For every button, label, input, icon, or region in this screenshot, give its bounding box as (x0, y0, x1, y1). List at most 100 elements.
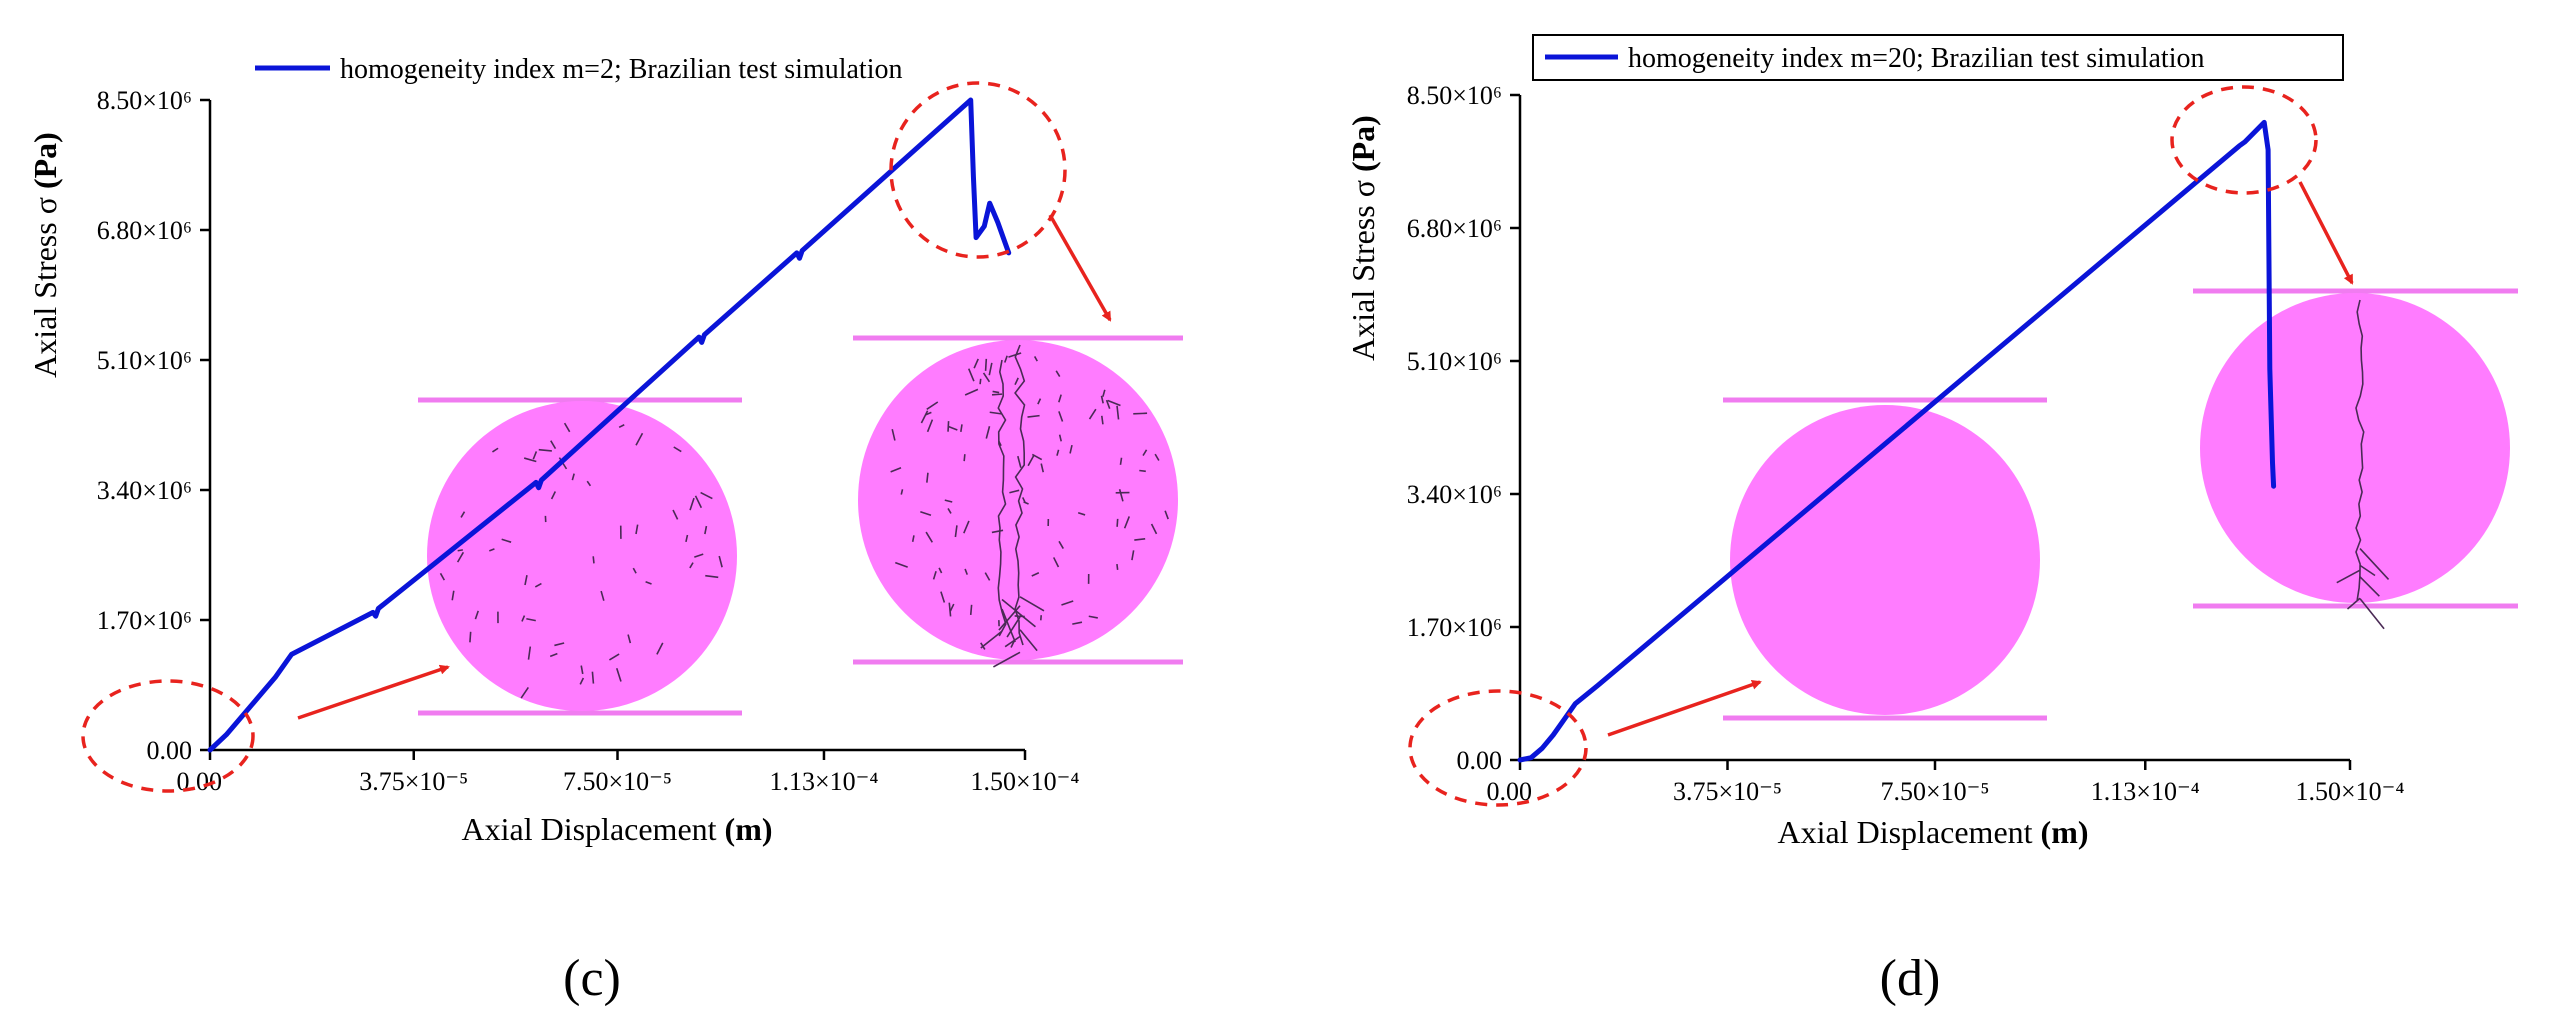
crack-segment (985, 426, 991, 439)
crack-segment (984, 572, 991, 581)
crack-segment (501, 538, 512, 543)
crack-segment (1116, 563, 1119, 570)
sample-after-failure (2193, 288, 2518, 630)
crack-segment (451, 590, 455, 601)
scattered-microcracks (439, 422, 723, 699)
crack-segment (685, 534, 689, 543)
fracture-branch (1004, 635, 1021, 648)
y-tick-label: 0.00 (147, 736, 193, 765)
x-axis-unit: (m) (2041, 814, 2089, 850)
crack-segment (586, 480, 592, 487)
x-tick-label: 7.50×10⁻⁵ (563, 767, 672, 796)
crack-segment (1088, 615, 1098, 619)
crack-segment (694, 495, 703, 509)
crack-segment (524, 575, 528, 586)
crack-segment (1061, 600, 1074, 606)
fracture-cracks (890, 344, 1169, 668)
y-tick-label: 1.70×10⁶ (1407, 613, 1502, 642)
crack-segment (944, 499, 953, 503)
y-tick-label: 6.80×10⁶ (1407, 214, 1502, 243)
crack-segment (1027, 414, 1040, 418)
legend-box (1532, 34, 2344, 81)
origin-callout-ellipse (81, 679, 255, 793)
crack-segment (948, 602, 952, 617)
crack-segment (963, 520, 970, 534)
crack-segment (964, 568, 968, 575)
crack-segment (523, 457, 537, 463)
crack-segment (982, 372, 991, 383)
fracture-branch (998, 605, 1021, 631)
sample-before-failure (418, 397, 742, 716)
legend: homogeneity index m=2; Brazilian test si… (255, 54, 902, 85)
crack-segment (1142, 449, 1148, 456)
x-tick-label: 3.75×10⁻⁵ (1673, 777, 1782, 806)
crack-segment (895, 561, 908, 568)
origin-callout-ellipse (1408, 689, 1588, 807)
crack-segment (963, 454, 966, 462)
crack-segment (1023, 501, 1029, 505)
y-tick-label: 6.80×10⁶ (97, 216, 192, 245)
crack-segment (1118, 489, 1124, 502)
crack-segment (911, 535, 915, 542)
crack-segment (991, 529, 1004, 534)
peak-callout-arrow (1048, 214, 1112, 322)
crack-segment (1088, 408, 1097, 420)
crack-segment (1105, 399, 1111, 409)
legend-label: homogeneity index m=20; Brazilian test s… (1628, 43, 2204, 74)
crack-segment (926, 472, 929, 483)
x-axis-unit: (m) (725, 811, 773, 847)
crack-segment (1102, 389, 1106, 397)
crack-segment (579, 677, 585, 685)
crack-segment (1031, 572, 1040, 577)
crack-segment (984, 358, 988, 371)
crack-segment (938, 567, 943, 574)
x-tick-label: 1.50×10⁻⁴ (2296, 777, 2405, 806)
crack-segment (973, 358, 979, 369)
origin-callout-arrow (297, 664, 450, 720)
crack-segment (1133, 412, 1148, 415)
fracture-branch (980, 630, 1003, 649)
crack-segment (1164, 510, 1169, 520)
crack-segment (527, 646, 532, 660)
crack-segment (591, 671, 595, 684)
crack-segment (456, 551, 465, 563)
crack-segment (979, 378, 982, 385)
crack-segment (991, 393, 1003, 396)
crack-segment (1058, 434, 1063, 442)
x-tick-label: 3.75×10⁻⁵ (359, 767, 468, 796)
fracture-branch (1001, 608, 1016, 643)
crack-segment (489, 548, 495, 552)
fracture-branch (2336, 569, 2361, 584)
crack-segment (1119, 457, 1123, 465)
crack-segment (940, 591, 946, 603)
y-tick-label: 0.00 (1457, 746, 1503, 775)
crack-segment (460, 511, 466, 518)
chart-panel-c: homogeneity index m=2; Brazilian test si… (27, 54, 1183, 1007)
fracture-branch (1019, 629, 1038, 652)
crack-segment (1150, 523, 1158, 535)
crack-segment (920, 410, 929, 424)
crack-segment (947, 508, 952, 514)
crack-segment (656, 642, 664, 655)
crack-segment (1100, 395, 1104, 404)
crack-segment (645, 580, 652, 585)
crack-segment (1027, 454, 1035, 467)
crack-segment (492, 447, 499, 453)
peak-callout-ellipse (2170, 85, 2318, 195)
crack-segment (948, 425, 958, 431)
crack-segment (550, 491, 557, 500)
crack-segment (1055, 370, 1061, 377)
x-tick-label: 1.50×10⁻⁴ (971, 767, 1080, 796)
crack-segment (563, 422, 571, 433)
crack-segment (1131, 550, 1135, 561)
crack-segment (526, 617, 536, 622)
fracture-branch (1019, 596, 1045, 612)
crack-segment (689, 562, 694, 569)
peak-callout-arrow (2298, 181, 2354, 285)
crack-segment (615, 667, 622, 682)
crack-segment (926, 419, 934, 433)
crack-segment (1008, 352, 1022, 358)
axis-ticks: 0.00 3.75×10⁻⁵ 7.50×10⁻⁵ 1.13×10⁻⁴ 1.50×10⁻⁴… (97, 86, 1080, 796)
crack-segment (534, 582, 542, 588)
